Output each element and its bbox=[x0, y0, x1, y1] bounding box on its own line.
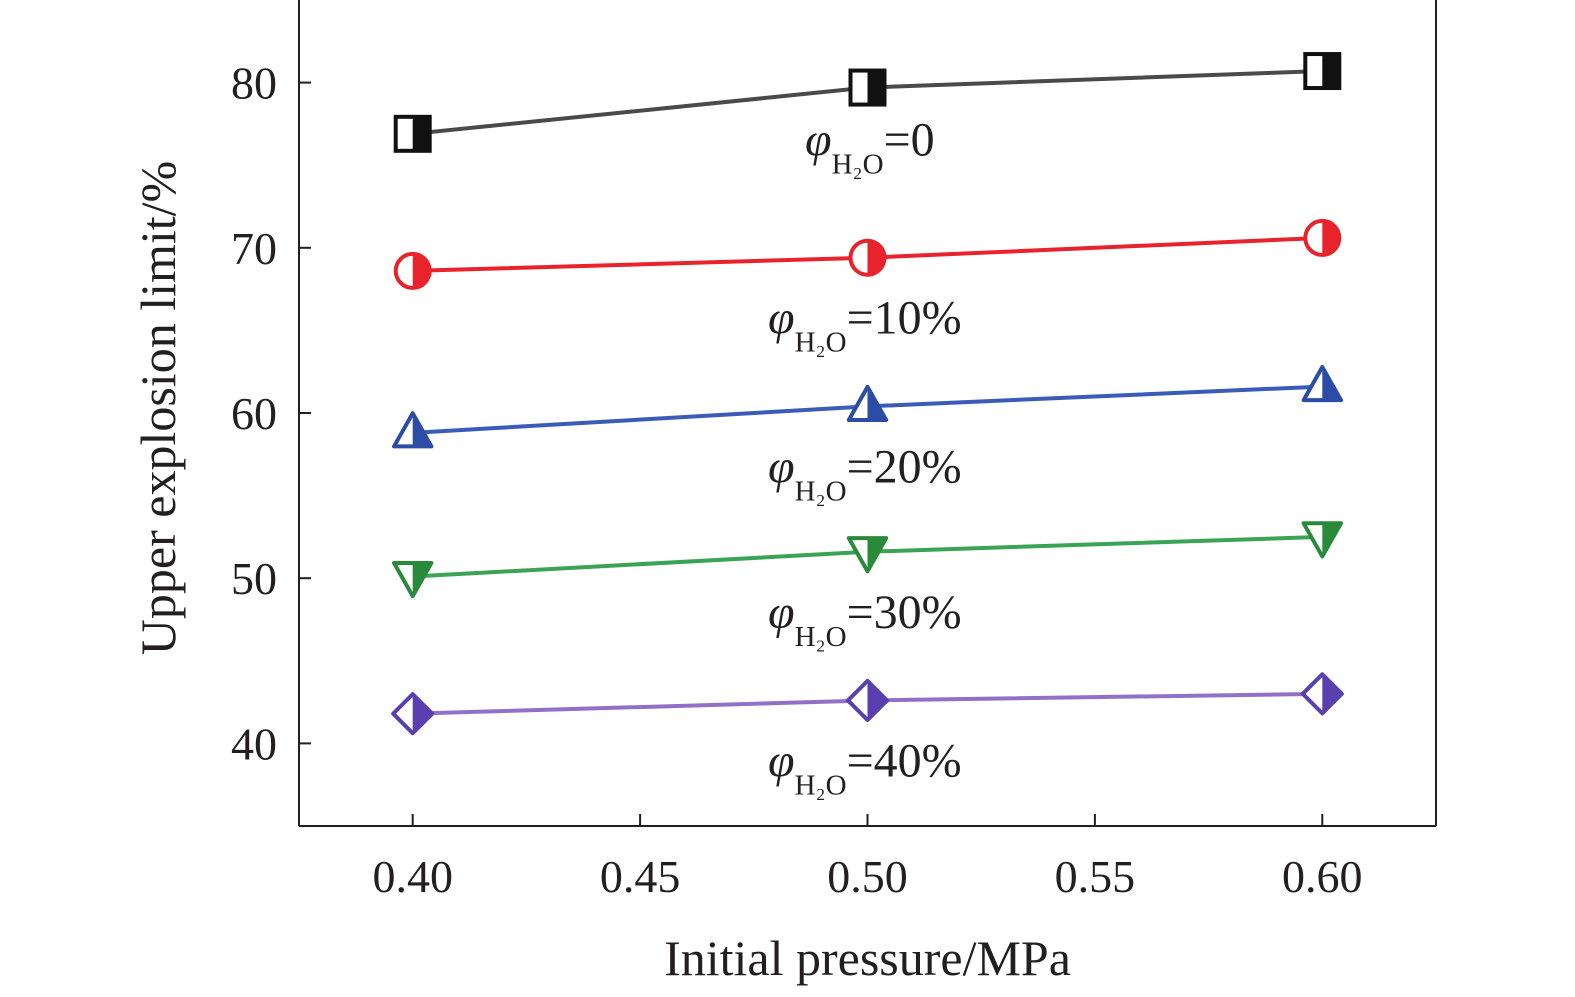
series-label: φH₂O=0 bbox=[805, 114, 935, 181]
series-label: φH₂O=10% bbox=[768, 292, 962, 359]
x-tick-label: 0.45 bbox=[600, 851, 681, 902]
series-markers bbox=[391, 52, 1344, 736]
x-tick-label: 0.40 bbox=[372, 851, 453, 902]
x-tick-label: 0.55 bbox=[1055, 851, 1136, 902]
series-label-value: =30% bbox=[847, 586, 962, 639]
y-axis-title: Upper explosion limit/% bbox=[130, 161, 186, 655]
x-axis: 0.40 0.45 0.50 0.55 0.60 bbox=[372, 814, 1363, 902]
y-tick-label: 50 bbox=[231, 553, 277, 604]
series-label-value: =0 bbox=[884, 114, 935, 167]
series-label-value: =40% bbox=[847, 734, 962, 787]
x-tick-label: 0.50 bbox=[827, 851, 908, 902]
y-tick-label: 80 bbox=[231, 58, 277, 109]
series-label-symbol: φ bbox=[768, 734, 795, 787]
series-label: φH₂O=30% bbox=[768, 586, 962, 653]
y-tick-label: 60 bbox=[231, 388, 277, 439]
data-point-circle bbox=[393, 251, 432, 290]
y-tick-label: 70 bbox=[231, 223, 277, 274]
data-point-triangle-up bbox=[392, 411, 434, 449]
data-point-square bbox=[1303, 52, 1342, 91]
x-axis-title: Initial pressure/MPa bbox=[664, 930, 1071, 986]
series-label-value: =10% bbox=[847, 292, 962, 345]
series-label-subscript: H₂O bbox=[795, 769, 847, 801]
series-label-value: =20% bbox=[847, 440, 962, 493]
data-point-diamond bbox=[391, 692, 435, 736]
data-point-triangle-up bbox=[846, 384, 889, 422]
series-label-symbol: φ bbox=[805, 114, 832, 167]
data-point-circle bbox=[848, 238, 887, 277]
data-point-square bbox=[848, 68, 887, 107]
series-label-subscript: H₂O bbox=[795, 327, 847, 359]
series-label-symbol: φ bbox=[768, 440, 795, 493]
y-tick-label: 40 bbox=[231, 718, 277, 769]
x-tick-label: 0.60 bbox=[1282, 851, 1363, 902]
data-point-square bbox=[393, 114, 432, 153]
series-label-subscript: H₂O bbox=[795, 621, 847, 653]
data-point-circle bbox=[1303, 218, 1342, 257]
data-point-diamond bbox=[1300, 672, 1344, 716]
series-label-symbol: φ bbox=[768, 586, 795, 639]
data-point-triangle-down bbox=[846, 536, 889, 574]
data-point-triangle-down bbox=[1301, 521, 1343, 559]
y-axis: 40 50 60 70 80 bbox=[231, 58, 311, 769]
series-label-subscript: H₂O bbox=[832, 149, 884, 181]
data-point-diamond bbox=[845, 678, 890, 722]
series-label: φH₂O=40% bbox=[768, 734, 962, 801]
series-label-subscript: H₂O bbox=[795, 475, 847, 507]
data-point-triangle-down bbox=[392, 560, 434, 599]
data-point-triangle-up bbox=[1301, 365, 1343, 403]
series-label: φH₂O=20% bbox=[768, 440, 962, 507]
series-label-symbol: φ bbox=[768, 292, 795, 345]
